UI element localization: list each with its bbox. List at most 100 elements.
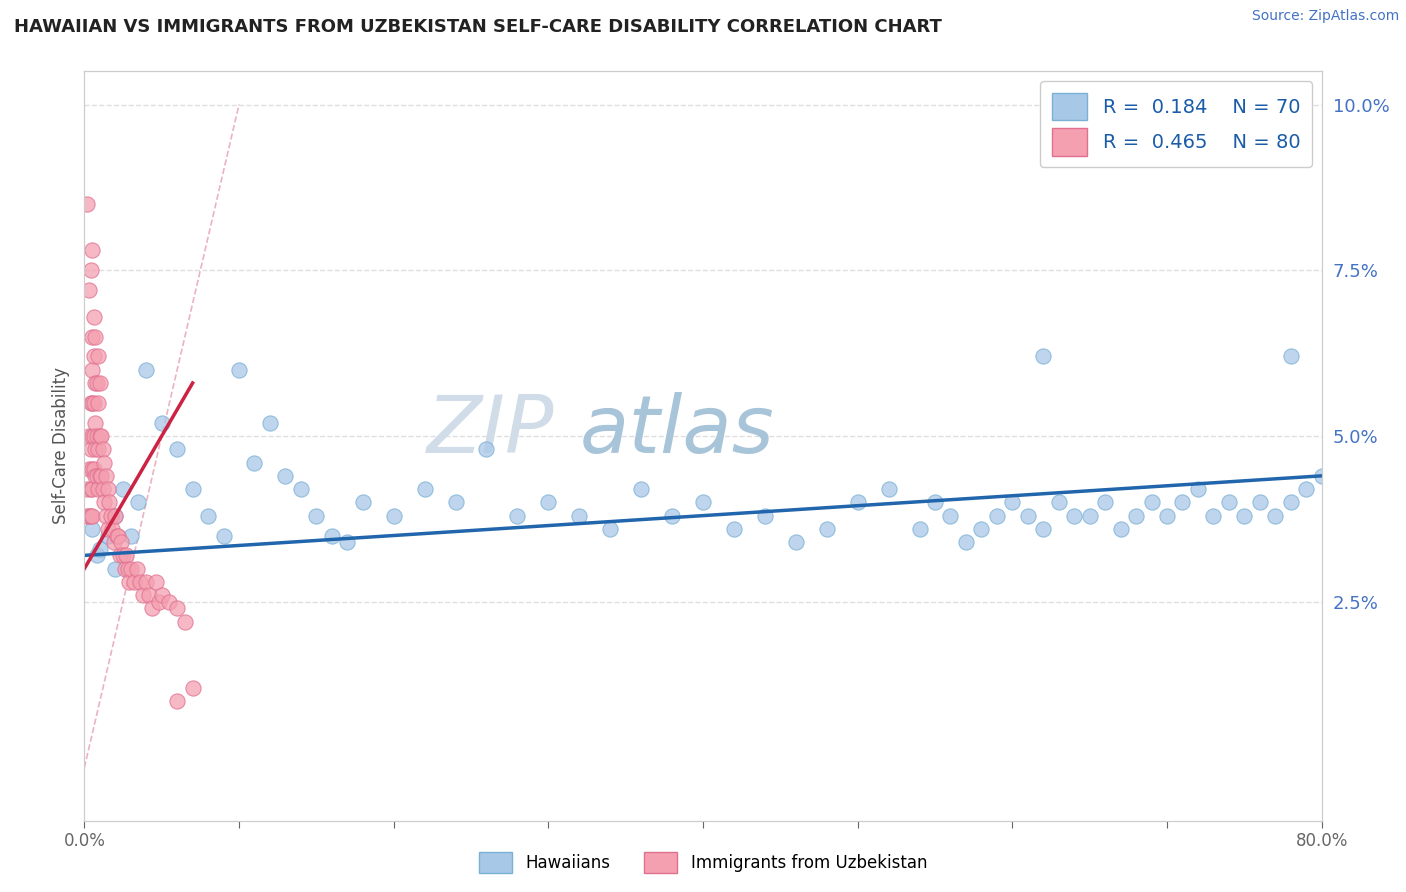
- Point: [150, 416, 173, 430]
- Point: [117, 562, 139, 576]
- Point: [444, 495, 467, 509]
- Point: [475, 442, 498, 457]
- Point: [955, 535, 977, 549]
- Point: [1187, 482, 1209, 496]
- Point: [122, 574, 145, 589]
- Point: [259, 416, 281, 430]
- Point: [93, 495, 115, 509]
- Point: [83, 396, 105, 410]
- Point: [785, 535, 807, 549]
- Point: [1032, 522, 1054, 536]
- Point: [305, 508, 328, 523]
- Point: [108, 549, 131, 563]
- Point: [90, 468, 112, 483]
- Point: [87, 482, 110, 496]
- Point: [76, 508, 98, 523]
- Point: [96, 528, 118, 542]
- Point: [118, 574, 141, 589]
- Point: [89, 376, 111, 390]
- Point: [112, 549, 135, 563]
- Point: [82, 462, 104, 476]
- Point: [1295, 482, 1317, 496]
- Point: [336, 535, 359, 549]
- Point: [91, 482, 114, 496]
- Point: [91, 442, 114, 457]
- Point: [125, 562, 148, 576]
- Point: [166, 694, 188, 708]
- Point: [141, 601, 163, 615]
- Point: [84, 376, 107, 390]
- Point: [114, 562, 136, 576]
- Point: [132, 588, 155, 602]
- Point: [630, 482, 652, 496]
- Point: [94, 468, 117, 483]
- Point: [83, 310, 105, 324]
- Text: atlas: atlas: [579, 392, 775, 470]
- Point: [1156, 508, 1178, 523]
- Point: [181, 482, 204, 496]
- Point: [159, 595, 180, 609]
- Point: [166, 442, 188, 457]
- Point: [924, 495, 946, 509]
- Point: [127, 495, 149, 509]
- Text: HAWAIIAN VS IMMIGRANTS FROM UZBEKISTAN SELF-CARE DISABILITY CORRELATION CHART: HAWAIIAN VS IMMIGRANTS FROM UZBEKISTAN S…: [14, 18, 942, 36]
- Point: [79, 263, 101, 277]
- Point: [939, 508, 962, 523]
- Point: [96, 522, 118, 536]
- Point: [1125, 508, 1147, 523]
- Point: [568, 508, 591, 523]
- Point: [1063, 508, 1085, 523]
- Point: [79, 442, 101, 457]
- Point: [100, 508, 122, 523]
- Point: [98, 495, 121, 509]
- Point: [754, 508, 776, 523]
- Point: [86, 376, 108, 390]
- Point: [79, 396, 101, 410]
- Point: [104, 508, 127, 523]
- Point: [89, 429, 111, 443]
- Point: [86, 549, 108, 563]
- Point: [181, 681, 204, 695]
- Point: [174, 615, 197, 629]
- Point: [1032, 350, 1054, 364]
- Point: [103, 535, 125, 549]
- Point: [148, 595, 170, 609]
- Point: [1202, 508, 1225, 523]
- Point: [1140, 495, 1163, 509]
- Point: [135, 363, 157, 377]
- Point: [104, 562, 127, 576]
- Point: [84, 442, 107, 457]
- Point: [537, 495, 560, 509]
- Point: [599, 522, 621, 536]
- Point: [1218, 495, 1240, 509]
- Point: [321, 528, 343, 542]
- Point: [1094, 495, 1116, 509]
- Point: [77, 508, 100, 523]
- Point: [77, 462, 100, 476]
- Point: [1001, 495, 1024, 509]
- Point: [1279, 350, 1302, 364]
- Point: [120, 562, 142, 576]
- Point: [87, 350, 110, 364]
- Point: [87, 442, 110, 457]
- Point: [1279, 495, 1302, 509]
- Point: [1017, 508, 1039, 523]
- Point: [970, 522, 993, 536]
- Point: [79, 508, 101, 523]
- Point: [83, 429, 105, 443]
- Point: [82, 429, 104, 443]
- Point: [83, 462, 105, 476]
- Legend: Hawaiians, Immigrants from Uzbekistan: Hawaiians, Immigrants from Uzbekistan: [472, 846, 934, 880]
- Point: [82, 522, 104, 536]
- Point: [692, 495, 714, 509]
- Point: [84, 416, 107, 430]
- Point: [120, 528, 142, 542]
- Point: [413, 482, 436, 496]
- Point: [986, 508, 1008, 523]
- Point: [82, 244, 104, 258]
- Point: [84, 468, 107, 483]
- Point: [1109, 522, 1132, 536]
- Point: [274, 468, 297, 483]
- Point: [1264, 508, 1286, 523]
- Point: [77, 429, 100, 443]
